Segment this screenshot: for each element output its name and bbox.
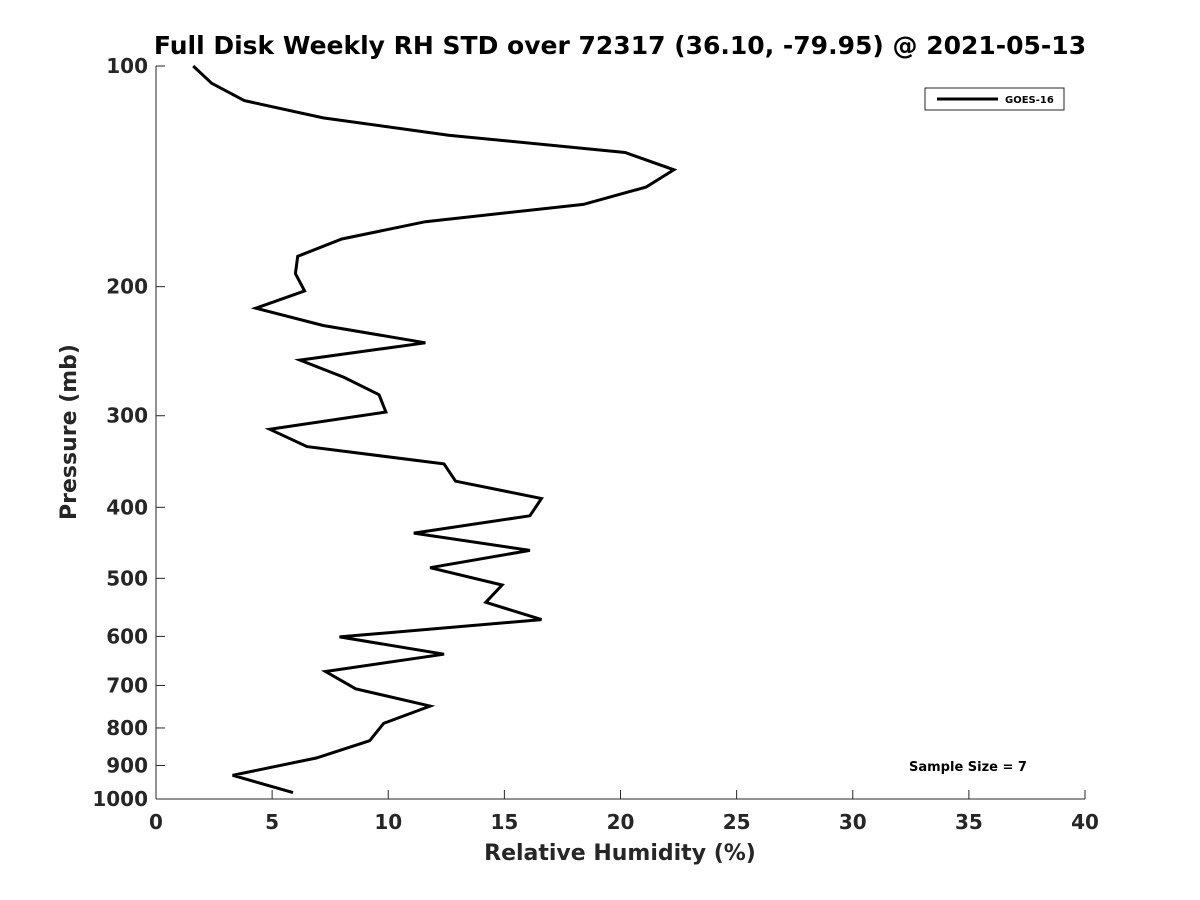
y-tick-label: 100: [106, 54, 148, 78]
x-tick-label: 0: [149, 810, 163, 834]
y-tick-label: 700: [106, 673, 148, 697]
x-tick-label: 35: [955, 810, 983, 834]
legend: GOES-16: [924, 87, 1065, 111]
y-tick-label: 500: [106, 566, 148, 590]
x-axis: 0 5 10 15 20 25 30 35 40: [149, 790, 1099, 834]
plot-area: [192, 64, 678, 795]
x-tick-label: 5: [265, 810, 279, 834]
legend-entry-label: GOES-16: [1005, 95, 1054, 106]
x-axis-label: Relative Humidity (%): [484, 841, 756, 866]
y-tick-label: 900: [106, 753, 148, 777]
x-tick-label: 20: [607, 810, 635, 834]
x-tick-label: 10: [374, 810, 402, 834]
axes: [155, 66, 1085, 800]
x-tick-label: 30: [839, 810, 867, 834]
y-axis: 100 200 300 400 500 600 700 800 900 1000: [92, 54, 165, 811]
chart-title: Full Disk Weekly RH STD over 72317 (36.1…: [154, 31, 1086, 60]
series-line-goes-16: [192, 64, 678, 795]
y-tick-label: 200: [106, 275, 148, 299]
y-tick-label: 300: [106, 404, 148, 428]
sample-size-annotation: Sample Size = 7: [909, 760, 1027, 775]
y-tick-label: 800: [106, 716, 148, 740]
x-tick-label: 25: [723, 810, 751, 834]
y-tick-label: 400: [106, 495, 148, 519]
y-tick-label: 600: [106, 624, 148, 648]
y-tick-label: 1000: [92, 787, 148, 811]
x-tick-label: 15: [490, 810, 518, 834]
y-axis-label: Pressure (mb): [57, 344, 82, 520]
x-tick-label: 40: [1071, 810, 1099, 834]
